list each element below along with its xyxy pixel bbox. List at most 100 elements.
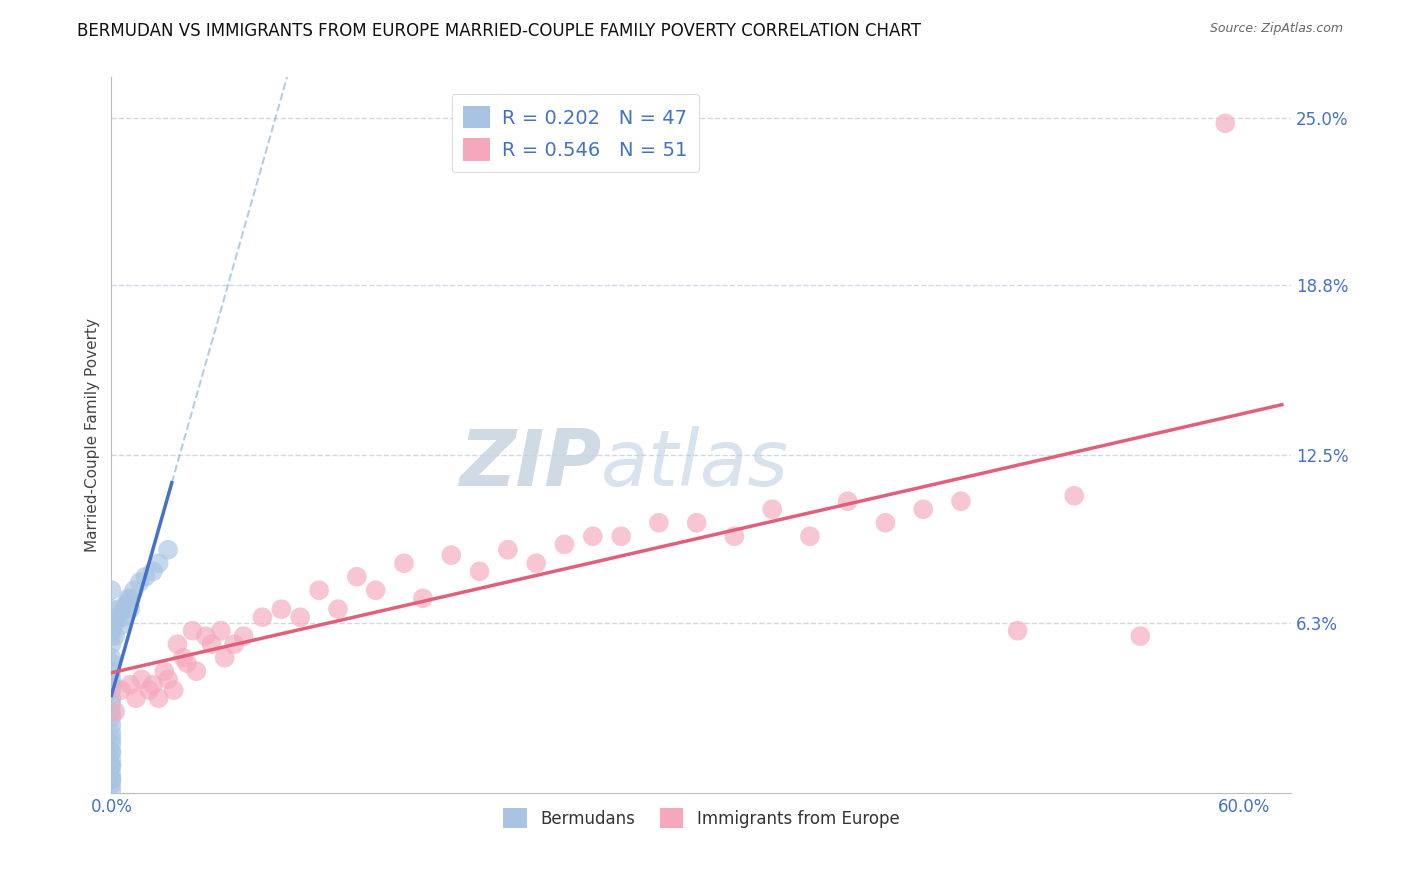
Point [100, 783, 122, 797]
Point [100, 753, 122, 767]
Point [100, 629, 122, 643]
Point [100, 772, 122, 786]
Point [100, 615, 122, 630]
Point [105, 610, 128, 624]
Point [1129, 629, 1152, 643]
Point [100, 637, 122, 651]
Point [131, 673, 153, 687]
Point [949, 494, 972, 508]
Point [100, 731, 122, 746]
Point [100, 745, 122, 759]
Point [326, 602, 349, 616]
Point [214, 650, 236, 665]
Point [181, 624, 204, 638]
Point [104, 705, 127, 719]
Point [232, 629, 254, 643]
Point [100, 664, 122, 678]
Legend: Bermudans, Immigrants from Europe: Bermudans, Immigrants from Europe [496, 802, 905, 834]
Point [224, 637, 246, 651]
Point [364, 583, 387, 598]
Point [346, 570, 368, 584]
Point [100, 710, 122, 724]
Point [120, 678, 142, 692]
Point [100, 624, 122, 638]
Point [553, 537, 575, 551]
Point [496, 542, 519, 557]
Point [100, 678, 122, 692]
Point [200, 637, 222, 651]
Point [110, 683, 132, 698]
Point [1063, 489, 1085, 503]
Text: Source: ZipAtlas.com: Source: ZipAtlas.com [1209, 22, 1343, 36]
Point [761, 502, 783, 516]
Point [117, 591, 139, 606]
Point [128, 575, 150, 590]
Point [468, 565, 491, 579]
Point [799, 529, 821, 543]
Point [837, 494, 859, 508]
Text: ZIP: ZIP [458, 425, 602, 501]
Point [440, 548, 463, 562]
Point [100, 602, 122, 616]
Point [100, 656, 122, 670]
Point [104, 615, 127, 630]
Point [100, 683, 122, 698]
Point [100, 745, 122, 759]
Point [176, 656, 198, 670]
Point [524, 556, 547, 570]
Point [912, 502, 935, 516]
Point [120, 591, 142, 606]
Point [610, 529, 633, 543]
Point [104, 629, 127, 643]
Point [1213, 116, 1236, 130]
Point [148, 691, 170, 706]
Point [163, 683, 186, 698]
Text: BERMUDAN VS IMMIGRANTS FROM EUROPE MARRIED-COUPLE FAMILY POVERTY CORRELATION CHA: BERMUDAN VS IMMIGRANTS FROM EUROPE MARRI… [77, 22, 921, 40]
Point [122, 583, 145, 598]
Point [270, 602, 292, 616]
Point [100, 650, 122, 665]
Point [100, 691, 122, 706]
Point [100, 705, 122, 719]
Point [100, 718, 122, 732]
Point [110, 618, 132, 632]
Point [100, 583, 122, 598]
Point [172, 650, 194, 665]
Point [290, 610, 312, 624]
Point [142, 565, 165, 579]
Point [875, 516, 897, 530]
Y-axis label: Married-Couple Family Poverty: Married-Couple Family Poverty [86, 318, 100, 552]
Point [148, 556, 170, 570]
Point [115, 597, 138, 611]
Point [166, 637, 188, 651]
Point [308, 583, 330, 598]
Point [134, 570, 156, 584]
Point [194, 629, 217, 643]
Point [186, 664, 208, 678]
Point [157, 673, 180, 687]
Point [582, 529, 605, 543]
Point [111, 610, 134, 624]
Point [142, 678, 165, 692]
Point [157, 542, 180, 557]
Text: atlas: atlas [602, 425, 789, 501]
Point [100, 778, 122, 792]
Point [100, 758, 122, 772]
Point [153, 664, 176, 678]
Point [100, 673, 122, 687]
Point [120, 602, 142, 616]
Point [252, 610, 274, 624]
Point [100, 772, 122, 786]
Point [125, 691, 148, 706]
Point [108, 602, 131, 616]
Point [100, 697, 122, 711]
Point [392, 556, 415, 570]
Point [648, 516, 671, 530]
Point [412, 591, 434, 606]
Point [100, 758, 122, 772]
Point [138, 683, 160, 698]
Point [723, 529, 745, 543]
Point [114, 602, 136, 616]
Point [100, 737, 122, 751]
Point [100, 766, 122, 780]
